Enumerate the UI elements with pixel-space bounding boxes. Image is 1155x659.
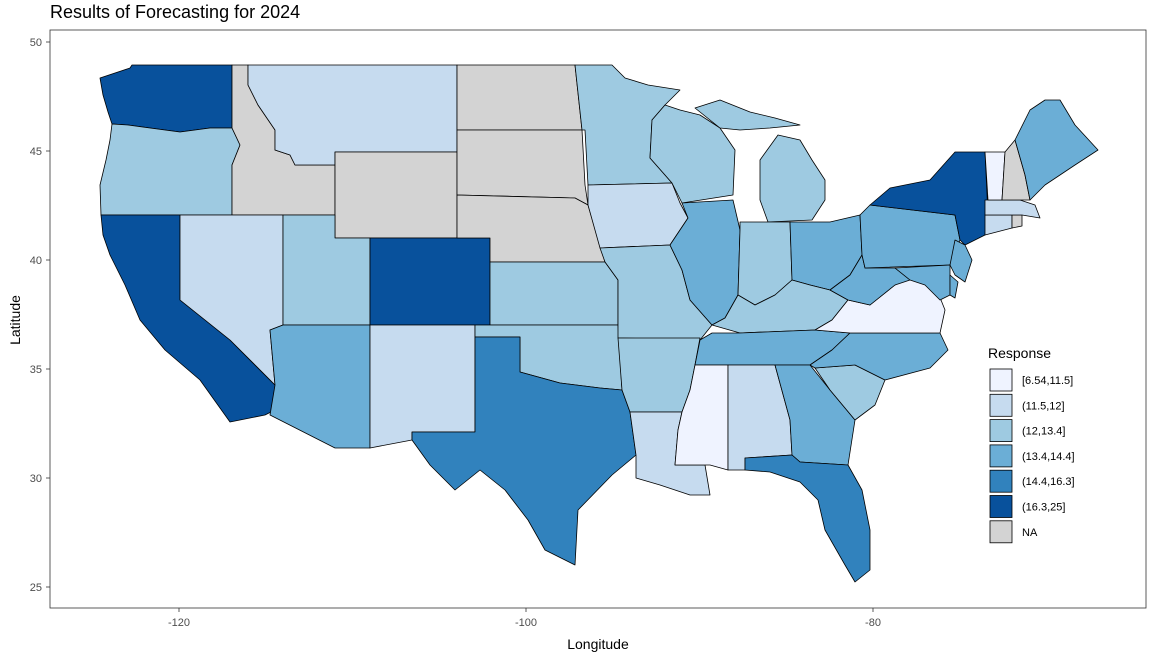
chart-title: Results of Forecasting for 2024 — [50, 2, 300, 22]
y-axis-title: Latitude — [7, 295, 23, 345]
state-wisconsin[interactable] — [649, 104, 736, 204]
legend-label: (13.4,14.4] — [1022, 451, 1075, 463]
state-maine[interactable] — [1014, 99, 1099, 201]
state-vermont[interactable] — [984, 151, 1006, 201]
legend-label: (12,13.4] — [1022, 426, 1065, 438]
state-new-mexico[interactable] — [369, 324, 476, 449]
legend-swatch — [989, 393, 1013, 417]
legend-swatch — [989, 469, 1013, 493]
state-oregon[interactable] — [99, 123, 241, 216]
x-tick-label: -80 — [865, 617, 881, 629]
legend-title: Response — [988, 345, 1051, 361]
legend-swatch — [989, 444, 1013, 468]
y-axis-ticks: 25 30 35 40 45 50 — [30, 37, 50, 594]
state-iowa[interactable] — [587, 182, 689, 249]
y-tick-label: 30 — [30, 473, 42, 485]
y-tick-label: 25 — [30, 582, 42, 594]
state-rhode-island[interactable] — [1011, 214, 1023, 229]
state-montana[interactable] — [247, 64, 458, 166]
legend-swatch — [989, 419, 1013, 443]
legend-label: NA — [1022, 527, 1038, 539]
legend-swatch — [989, 520, 1013, 544]
state-delaware[interactable] — [949, 274, 959, 299]
states-layer — [99, 64, 1099, 583]
x-tick-label: -100 — [515, 617, 537, 629]
legend-swatch — [989, 368, 1013, 392]
legend-swatch — [989, 495, 1013, 518]
y-tick-label: 40 — [30, 255, 42, 267]
state-texas[interactable] — [411, 336, 637, 566]
y-tick-label: 35 — [30, 364, 42, 376]
x-tick-label: -120 — [168, 617, 190, 629]
state-michigan[interactable] — [694, 99, 826, 223]
state-wyoming[interactable] — [334, 151, 458, 239]
legend-label: (11.5,12] — [1022, 400, 1065, 412]
legend-label: (16.3,25] — [1022, 502, 1065, 514]
state-washington[interactable] — [99, 64, 233, 133]
x-axis-title: Longitude — [567, 636, 629, 652]
state-maryland[interactable] — [894, 264, 951, 301]
state-north-dakota[interactable] — [456, 64, 583, 131]
state-south-dakota[interactable] — [456, 129, 589, 206]
state-pennsylvania[interactable] — [859, 204, 961, 269]
legend-label: (14.4,16.3] — [1022, 476, 1075, 488]
state-north-carolina[interactable] — [809, 332, 949, 381]
x-axis-ticks: -120 -100 -80 — [168, 608, 881, 629]
legend: [6.54,11.5] (11.5,12] (12,13.4] (13.4,14.4]… — [989, 368, 1075, 544]
legend-label: [6.54,11.5] — [1022, 375, 1073, 387]
y-tick-label: 50 — [30, 37, 42, 49]
state-kansas[interactable] — [489, 261, 619, 326]
state-colorado[interactable] — [369, 237, 491, 326]
state-florida[interactable] — [744, 454, 871, 583]
y-tick-label: 45 — [30, 146, 42, 158]
